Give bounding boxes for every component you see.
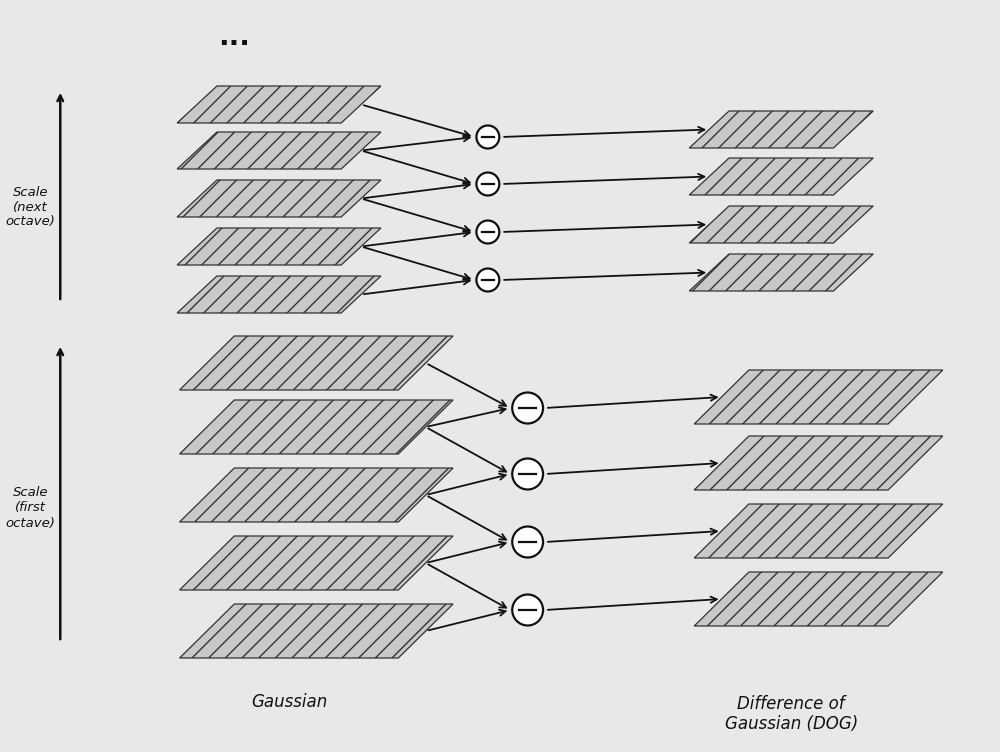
Text: ...: ...	[218, 23, 250, 51]
Polygon shape	[689, 206, 873, 243]
Polygon shape	[694, 504, 943, 558]
Text: Scale
(next
octave): Scale (next octave)	[5, 186, 55, 229]
Circle shape	[512, 595, 543, 626]
Circle shape	[512, 526, 543, 557]
Polygon shape	[177, 228, 381, 265]
Polygon shape	[180, 336, 453, 390]
Polygon shape	[177, 132, 381, 169]
Circle shape	[512, 459, 543, 490]
Polygon shape	[180, 604, 453, 658]
Polygon shape	[694, 436, 943, 490]
Text: Gaussian: Gaussian	[251, 693, 327, 711]
Polygon shape	[689, 254, 873, 291]
Polygon shape	[180, 468, 453, 522]
Circle shape	[476, 172, 499, 196]
Text: Difference of
Gaussian (DOG): Difference of Gaussian (DOG)	[725, 695, 858, 733]
Circle shape	[512, 393, 543, 423]
Polygon shape	[180, 400, 453, 454]
Polygon shape	[177, 86, 381, 123]
Polygon shape	[177, 276, 381, 313]
Text: Scale
(first
octave): Scale (first octave)	[5, 487, 55, 529]
Circle shape	[476, 220, 499, 244]
Polygon shape	[180, 536, 453, 590]
Polygon shape	[694, 370, 943, 424]
Polygon shape	[694, 572, 943, 626]
Polygon shape	[177, 180, 381, 217]
Polygon shape	[689, 111, 873, 148]
Polygon shape	[689, 158, 873, 195]
Circle shape	[476, 268, 499, 292]
Circle shape	[476, 126, 499, 148]
